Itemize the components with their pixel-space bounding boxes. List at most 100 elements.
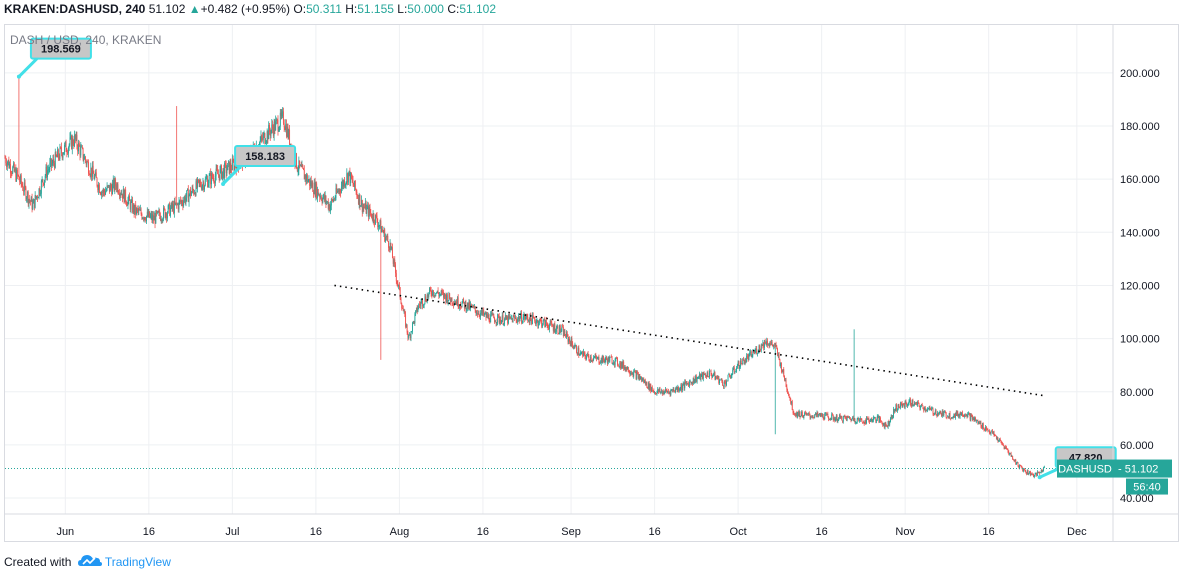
candle-body: [385, 236, 387, 238]
candle: [991, 429, 993, 433]
candle: [924, 406, 925, 411]
candle-body: [804, 412, 806, 416]
candle-body: [692, 382, 693, 385]
candle-body: [802, 415, 804, 418]
candle-body: [731, 374, 733, 376]
candle: [361, 195, 362, 208]
candle-body: [178, 200, 180, 210]
candle: [985, 424, 987, 432]
candle: [591, 360, 593, 362]
candle: [398, 284, 400, 290]
candle-body: [572, 347, 574, 349]
candle-body: [810, 416, 812, 418]
candle: [50, 155, 52, 168]
candle-body: [1025, 471, 1027, 473]
candle: [117, 181, 119, 195]
candle: [9, 159, 11, 179]
candle-body: [495, 321, 497, 324]
candle: [391, 243, 393, 259]
candle-body: [420, 302, 422, 306]
candle: [968, 412, 970, 416]
candle-body: [838, 417, 840, 421]
candle: [890, 417, 891, 423]
candle: [739, 357, 741, 369]
candle: [675, 387, 676, 394]
candle: [286, 119, 287, 139]
candle: [930, 407, 932, 411]
candle: [992, 429, 993, 434]
candle-body: [951, 417, 953, 418]
candle: [1037, 471, 1039, 474]
candle-body: [697, 377, 699, 379]
candle: [146, 207, 148, 218]
candle: [74, 133, 76, 144]
candle-body: [763, 342, 765, 348]
candle-body: [753, 352, 755, 354]
candle: [197, 178, 199, 184]
candle-body: [815, 412, 816, 416]
candle: [122, 185, 124, 199]
candle: [450, 297, 452, 302]
candle: [308, 175, 310, 183]
candle: [819, 413, 821, 417]
candle: [718, 376, 720, 385]
candle: [422, 304, 424, 308]
candle: [192, 184, 194, 193]
candle-body: [337, 191, 338, 193]
candle-body: [21, 183, 23, 186]
candle: [743, 356, 744, 361]
candle: [67, 146, 69, 158]
candle: [612, 362, 614, 366]
candle: [187, 185, 189, 203]
candle-body: [946, 417, 948, 418]
candle-body: [458, 306, 460, 308]
candle-body: [705, 376, 707, 378]
candle: [99, 191, 101, 195]
candle-body: [10, 173, 12, 174]
candle-body: [688, 383, 690, 387]
candle: [365, 200, 367, 214]
candle: [356, 189, 358, 200]
candle: [947, 415, 949, 418]
candle: [226, 165, 228, 177]
candle: [893, 409, 895, 414]
candle-body: [472, 305, 474, 308]
candle-body: [64, 141, 66, 146]
candle: [186, 190, 188, 202]
candle: [916, 401, 918, 406]
candle-body: [556, 326, 558, 328]
tradingview-brand[interactable]: TradingView: [104, 555, 171, 569]
candle-body: [373, 213, 375, 222]
candle-body: [466, 308, 468, 311]
candle-body: [136, 208, 137, 214]
candle-body: [34, 195, 36, 208]
candle: [824, 412, 826, 420]
candle-body: [915, 402, 917, 403]
candle: [874, 416, 876, 419]
candle: [535, 318, 537, 327]
candle: [661, 389, 663, 396]
candle: [33, 198, 35, 204]
candle-body: [757, 351, 759, 354]
candle: [225, 160, 227, 179]
candle-body: [312, 182, 314, 192]
candle-body: [537, 320, 539, 326]
candle-body: [976, 420, 978, 421]
candle: [10, 170, 12, 179]
candle: [511, 318, 513, 323]
candle: [133, 203, 135, 218]
candle-body: [1020, 465, 1022, 468]
candle-body: [624, 367, 626, 371]
candle: [168, 203, 170, 210]
candle: [1010, 451, 1012, 458]
candle: [804, 410, 806, 415]
candle-body: [385, 236, 386, 242]
candle-body: [1014, 459, 1016, 462]
candle-body: [660, 391, 662, 393]
candle-body: [197, 179, 199, 188]
x-tick-label: Aug: [390, 526, 410, 538]
candle: [306, 173, 308, 184]
candle-body: [823, 418, 825, 420]
candle: [417, 305, 419, 313]
